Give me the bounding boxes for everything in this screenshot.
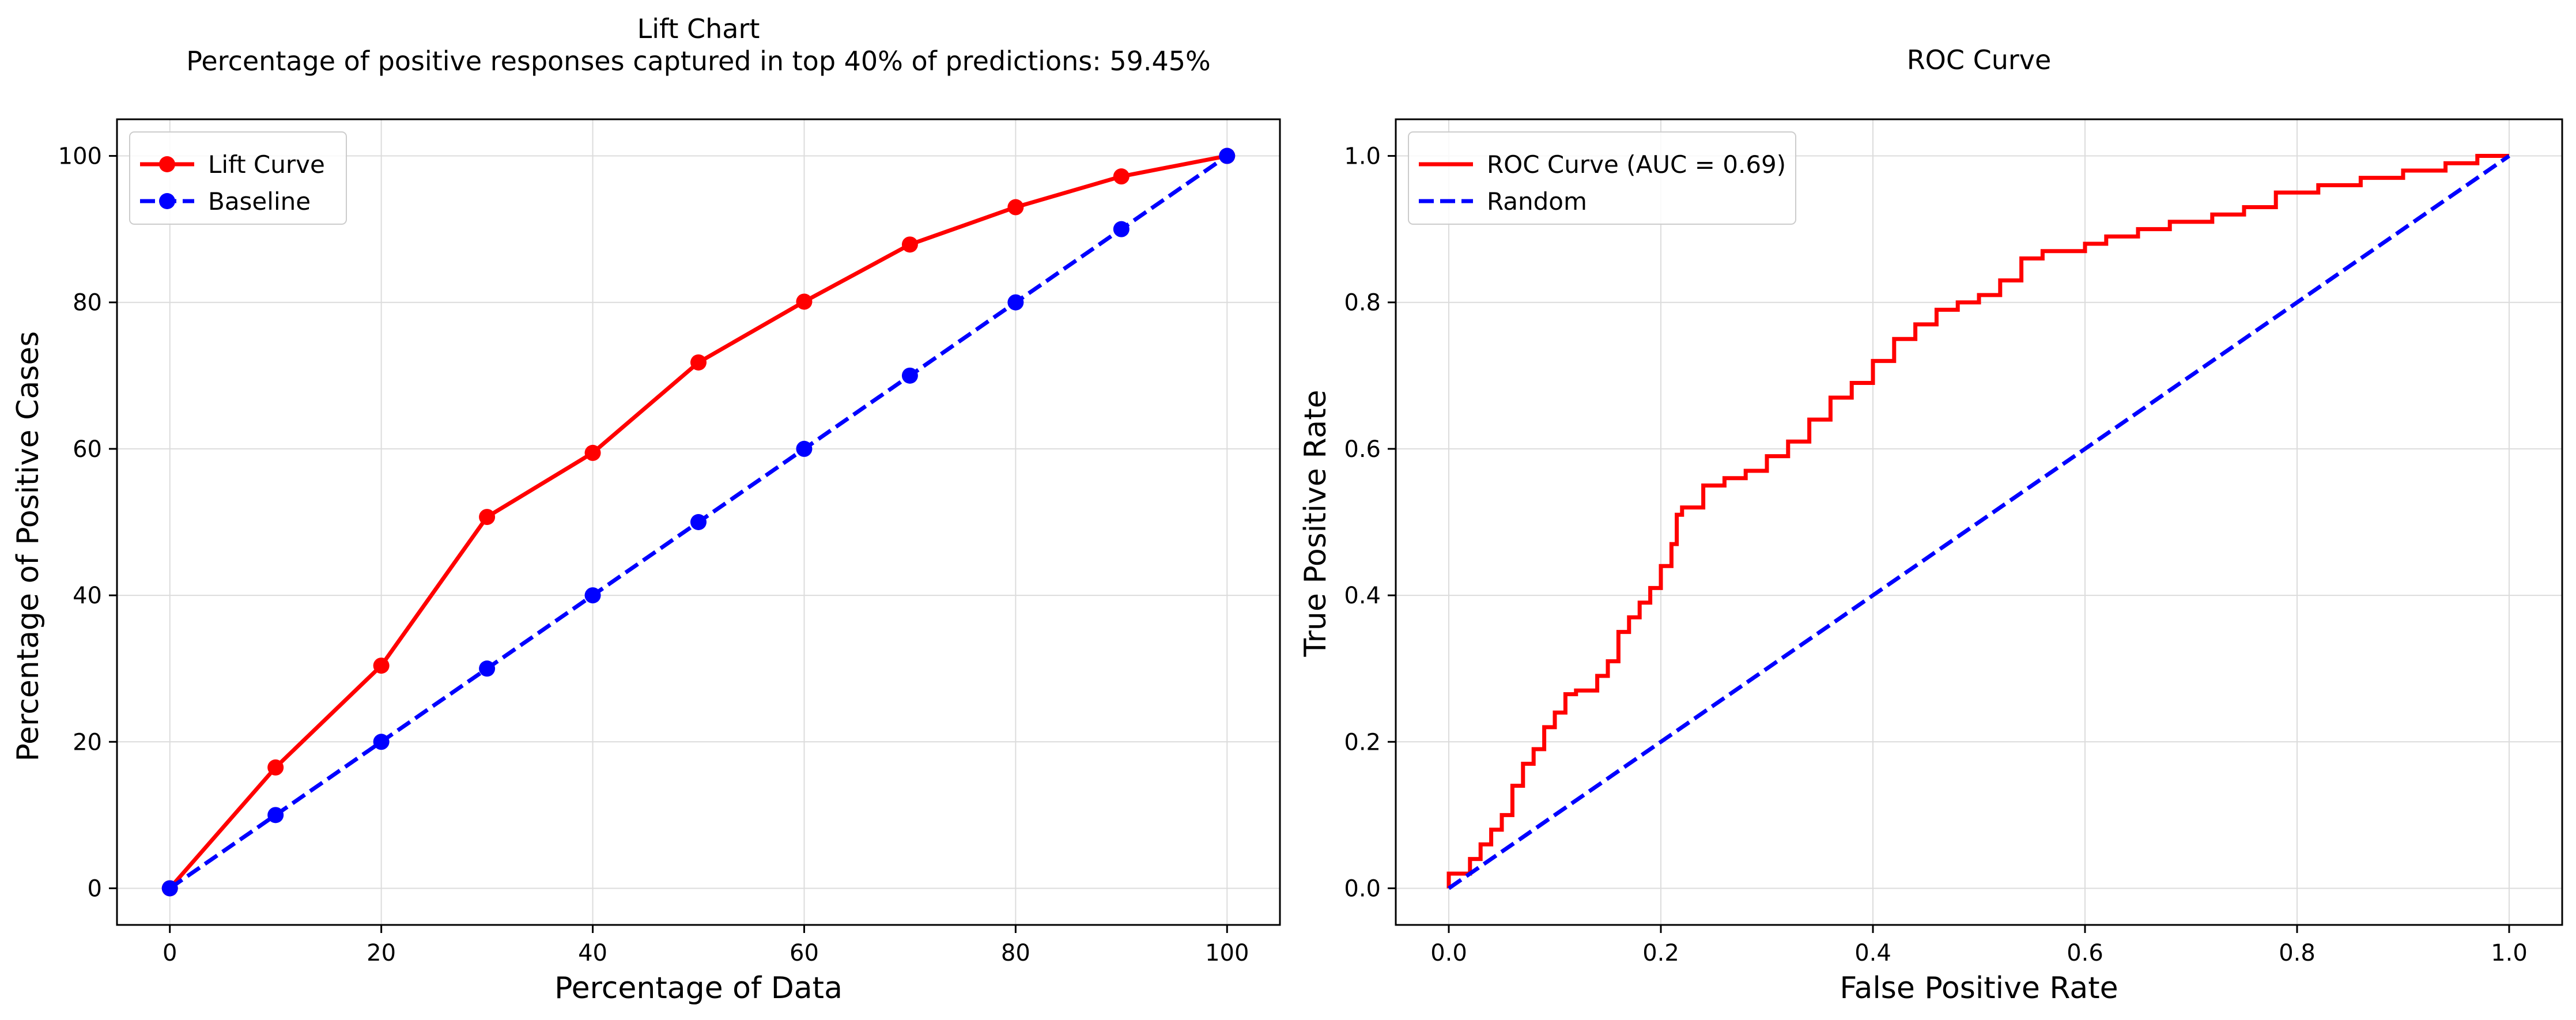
lift-chart-x-axis-label: Percentage of Data bbox=[554, 971, 843, 1006]
lift-chart-series-1-point bbox=[584, 587, 601, 604]
roc-chart-ticks: 0.0 0.2 0.4 0.6 0.8 1.0 0.0 0.2 0.4 0.6 0.8 1.0 bbox=[1344, 143, 2527, 966]
lift-chart-y-tick-label: 100 bbox=[58, 143, 102, 170]
lift-chart-series-1-point bbox=[479, 660, 496, 677]
lift-chart: Lift Chart Percentage of positive respon… bbox=[11, 13, 1281, 1006]
roc-chart-legend: ROC Curve (AUC = 0.69) Random bbox=[1408, 131, 1796, 225]
lift-chart-series-1-point bbox=[1219, 148, 1236, 164]
roc-chart-legend-box bbox=[1408, 131, 1796, 225]
lift-chart-x-tick-label: 80 bbox=[1001, 940, 1030, 966]
lift-chart-legend-label: Baseline bbox=[208, 187, 311, 216]
lift-chart-legend-marker bbox=[159, 193, 175, 209]
lift-chart-y-axis-label: Percentage of Positive Cases bbox=[11, 331, 46, 761]
lift-chart-series-1-point bbox=[1113, 221, 1130, 237]
roc-chart-y-tick-label: 1.0 bbox=[1344, 143, 1381, 170]
roc-chart-legend-label: ROC Curve (AUC = 0.69) bbox=[1487, 150, 1786, 179]
lift-chart-y-tick-label: 80 bbox=[73, 290, 102, 316]
lift-chart-subtitle: Percentage of positive responses capture… bbox=[186, 46, 1210, 77]
roc-chart-x-tick-label: 1.0 bbox=[2491, 940, 2528, 966]
roc-chart-plot-frame bbox=[1395, 118, 2563, 926]
lift-chart-legend-marker bbox=[159, 156, 175, 172]
roc-chart-legend-label: Random bbox=[1487, 187, 1587, 216]
lift-chart-series-1-point bbox=[901, 367, 918, 384]
roc-chart-y-tick-label: 0.6 bbox=[1344, 436, 1381, 463]
lift-chart-series-0-point bbox=[479, 509, 496, 526]
lift-chart-x-tick-label: 60 bbox=[790, 940, 819, 966]
lift-chart-x-tick-label: 0 bbox=[163, 940, 177, 966]
lift-chart-legend: Lift Curve Baseline bbox=[129, 131, 347, 225]
roc-chart-title: ROC Curve bbox=[1907, 44, 2052, 75]
roc-chart-series-line-0 bbox=[1446, 154, 2509, 889]
lift-chart-title: Lift Chart bbox=[637, 13, 760, 44]
roc-chart-series bbox=[1446, 154, 2510, 890]
roc-chart-x-tick-label: 0.4 bbox=[1854, 940, 1891, 966]
lift-chart-series bbox=[161, 148, 1236, 897]
lift-chart-series-0-point bbox=[796, 293, 813, 310]
lift-chart-plot-frame bbox=[116, 118, 1281, 926]
roc-chart-x-tick-label: 0.6 bbox=[2067, 940, 2103, 966]
lift-chart-x-tick-label: 100 bbox=[1205, 940, 1249, 966]
lift-chart-legend-label: Lift Curve bbox=[208, 150, 325, 179]
lift-chart-series-1-point bbox=[267, 807, 284, 823]
lift-chart-series-0-point bbox=[690, 354, 707, 371]
roc-chart-x-axis-label: False Positive Rate bbox=[1840, 971, 2118, 1006]
lift-chart-series-0-point bbox=[373, 658, 390, 674]
lift-chart-series-0-point bbox=[1007, 199, 1024, 216]
lift-chart-x-tick-label: 20 bbox=[367, 940, 396, 966]
roc-chart-x-tick-label: 0.2 bbox=[1642, 940, 1679, 966]
lift-chart-series-1-point bbox=[373, 734, 390, 750]
roc-chart-y-tick-label: 0.2 bbox=[1344, 729, 1381, 755]
lift-chart-series-1-point bbox=[1007, 294, 1024, 311]
roc-chart-y-axis-label: True Positive Rate bbox=[1298, 390, 1333, 657]
roc-chart-x-tick-label: 0.0 bbox=[1430, 940, 1467, 966]
lift-chart-series-0-point bbox=[584, 444, 601, 461]
roc-chart-y-tick-label: 0.4 bbox=[1344, 583, 1381, 609]
lift-chart-series-1-point bbox=[690, 514, 707, 530]
roc-chart-y-tick-label: 0.8 bbox=[1344, 290, 1381, 316]
lift-chart-ticks: 0 20 40 60 80 100 0 20 40 60 80 100 bbox=[58, 143, 1249, 966]
roc-chart-series-line-1 bbox=[1448, 154, 2510, 890]
roc-chart-x-tick-label: 0.8 bbox=[2279, 940, 2316, 966]
lift-chart-y-tick-label: 0 bbox=[88, 875, 102, 902]
lift-chart-x-tick-label: 40 bbox=[578, 940, 607, 966]
lift-chart-y-tick-label: 60 bbox=[73, 436, 102, 463]
lift-chart-series-1-point bbox=[161, 880, 178, 897]
lift-chart-y-tick-label: 20 bbox=[73, 729, 102, 755]
lift-chart-y-tick-label: 40 bbox=[73, 583, 102, 609]
roc-chart-y-tick-label: 0.0 bbox=[1344, 875, 1381, 902]
lift-chart-series-0-point bbox=[901, 236, 918, 253]
lift-chart-series-1-point bbox=[796, 440, 813, 457]
roc-chart: ROC Curve False Positive Rate True Posit… bbox=[1298, 44, 2563, 1006]
lift-chart-series-0-point bbox=[267, 759, 284, 776]
lift-chart-series-0-point bbox=[1113, 168, 1130, 185]
